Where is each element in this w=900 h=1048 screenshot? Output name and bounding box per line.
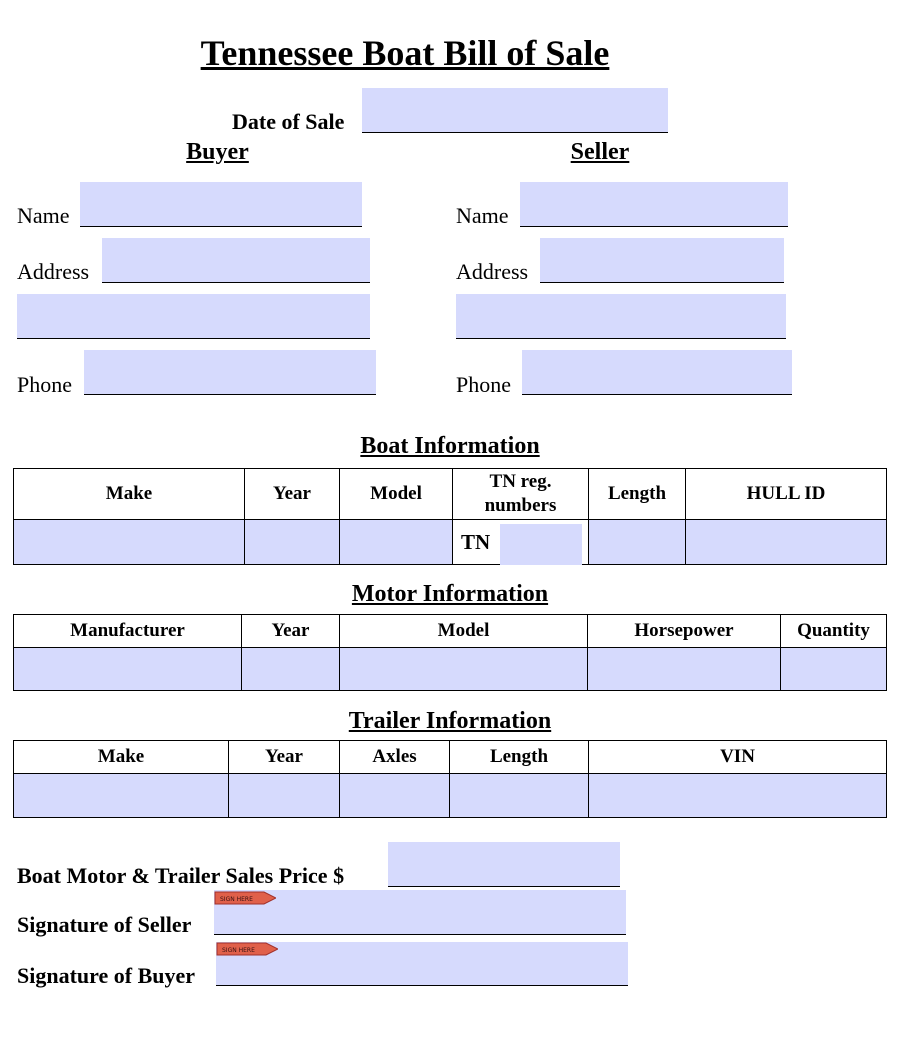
buyer-signature-field[interactable] — [216, 942, 628, 985]
motor-horsepower-field[interactable] — [587, 647, 781, 691]
boat-information-heading: Boat Information — [360, 433, 540, 459]
sign-here-text: SIGN HERE — [220, 896, 253, 903]
seller-signature-field[interactable] — [214, 890, 626, 934]
motor-col-quantity: Quantity — [780, 614, 887, 648]
boat-col-model: Model — [339, 468, 453, 520]
seller-address-label: Address — [456, 259, 529, 284]
trailer-col-make: Make — [13, 740, 229, 774]
buyer-address-label: Address — [17, 259, 90, 284]
trailer-year-field[interactable] — [228, 773, 340, 818]
seller-signature-label: Signature of Seller — [17, 912, 192, 937]
page-title: Tennessee Boat Bill of Sale — [200, 33, 610, 73]
buyer-address-line2-field[interactable] — [17, 294, 370, 338]
buyer-heading: Buyer — [186, 139, 249, 165]
motor-col-horsepower: Horsepower — [587, 614, 781, 648]
boat-col-tn-reg: TN reg. numbers — [452, 468, 589, 520]
sign-here-text: SIGN HERE — [222, 947, 255, 954]
sign-here-tag-buyer-icon: SIGN HERE — [216, 942, 278, 956]
buyer-address-field[interactable] — [102, 238, 370, 282]
buyer-signature-label: Signature of Buyer — [17, 963, 196, 988]
motor-model-field[interactable] — [339, 647, 588, 691]
boat-tn-reg-field[interactable] — [500, 524, 582, 565]
boat-table: Make Year Model TN reg. numbers Length H… — [13, 468, 887, 565]
trailer-col-length: Length — [449, 740, 589, 774]
boat-model-field[interactable] — [339, 519, 453, 565]
motor-col-manufacturer: Manufacturer — [13, 614, 242, 648]
boat-hull-id-field[interactable] — [685, 519, 887, 565]
motor-table: Manufacturer Year Model Horsepower Quant… — [13, 614, 887, 691]
trailer-col-axles: Axles — [339, 740, 450, 774]
sign-here-tag-seller-icon: SIGN HERE — [214, 891, 276, 905]
seller-address-line2-field[interactable] — [456, 294, 786, 338]
motor-year-field[interactable] — [241, 647, 340, 691]
trailer-information-heading: Trailer Information — [348, 708, 552, 734]
trailer-table: Make Year Axles Length VIN — [13, 740, 887, 818]
trailer-col-year: Year — [228, 740, 340, 774]
seller-name-label: Name — [456, 203, 509, 228]
boat-col-length: Length — [588, 468, 686, 520]
trailer-vin-field[interactable] — [588, 773, 887, 818]
seller-name-field[interactable] — [520, 182, 788, 226]
date-of-sale-field[interactable] — [362, 88, 668, 132]
trailer-length-field[interactable] — [449, 773, 589, 818]
motor-manufacturer-field[interactable] — [13, 647, 242, 691]
buyer-phone-field[interactable] — [84, 350, 376, 394]
boat-col-year: Year — [244, 468, 340, 520]
motor-quantity-field[interactable] — [780, 647, 887, 691]
trailer-axles-field[interactable] — [339, 773, 450, 818]
seller-address-field[interactable] — [540, 238, 784, 282]
motor-col-year: Year — [241, 614, 340, 648]
trailer-col-vin: VIN — [588, 740, 887, 774]
boat-year-field[interactable] — [244, 519, 340, 565]
boat-length-field[interactable] — [588, 519, 686, 565]
seller-phone-label: Phone — [456, 372, 511, 397]
boat-make-field[interactable] — [13, 519, 245, 565]
sales-price-label: Boat Motor & Trailer Sales Price $ — [17, 863, 345, 888]
buyer-phone-label: Phone — [17, 372, 72, 397]
tn-prefix: TN — [461, 529, 491, 554]
seller-heading: Seller — [570, 139, 630, 165]
boat-col-make: Make — [13, 468, 245, 520]
trailer-make-field[interactable] — [13, 773, 229, 818]
motor-information-heading: Motor Information — [351, 581, 549, 607]
buyer-name-field[interactable] — [80, 182, 362, 226]
boat-col-hull-id: HULL ID — [685, 468, 887, 520]
seller-phone-field[interactable] — [522, 350, 792, 394]
date-of-sale-label: Date of Sale — [232, 109, 345, 134]
motor-col-model: Model — [339, 614, 588, 648]
buyer-name-label: Name — [17, 203, 70, 228]
sales-price-field[interactable] — [388, 842, 620, 886]
boat-tn-reg-cell: TN — [452, 519, 589, 565]
